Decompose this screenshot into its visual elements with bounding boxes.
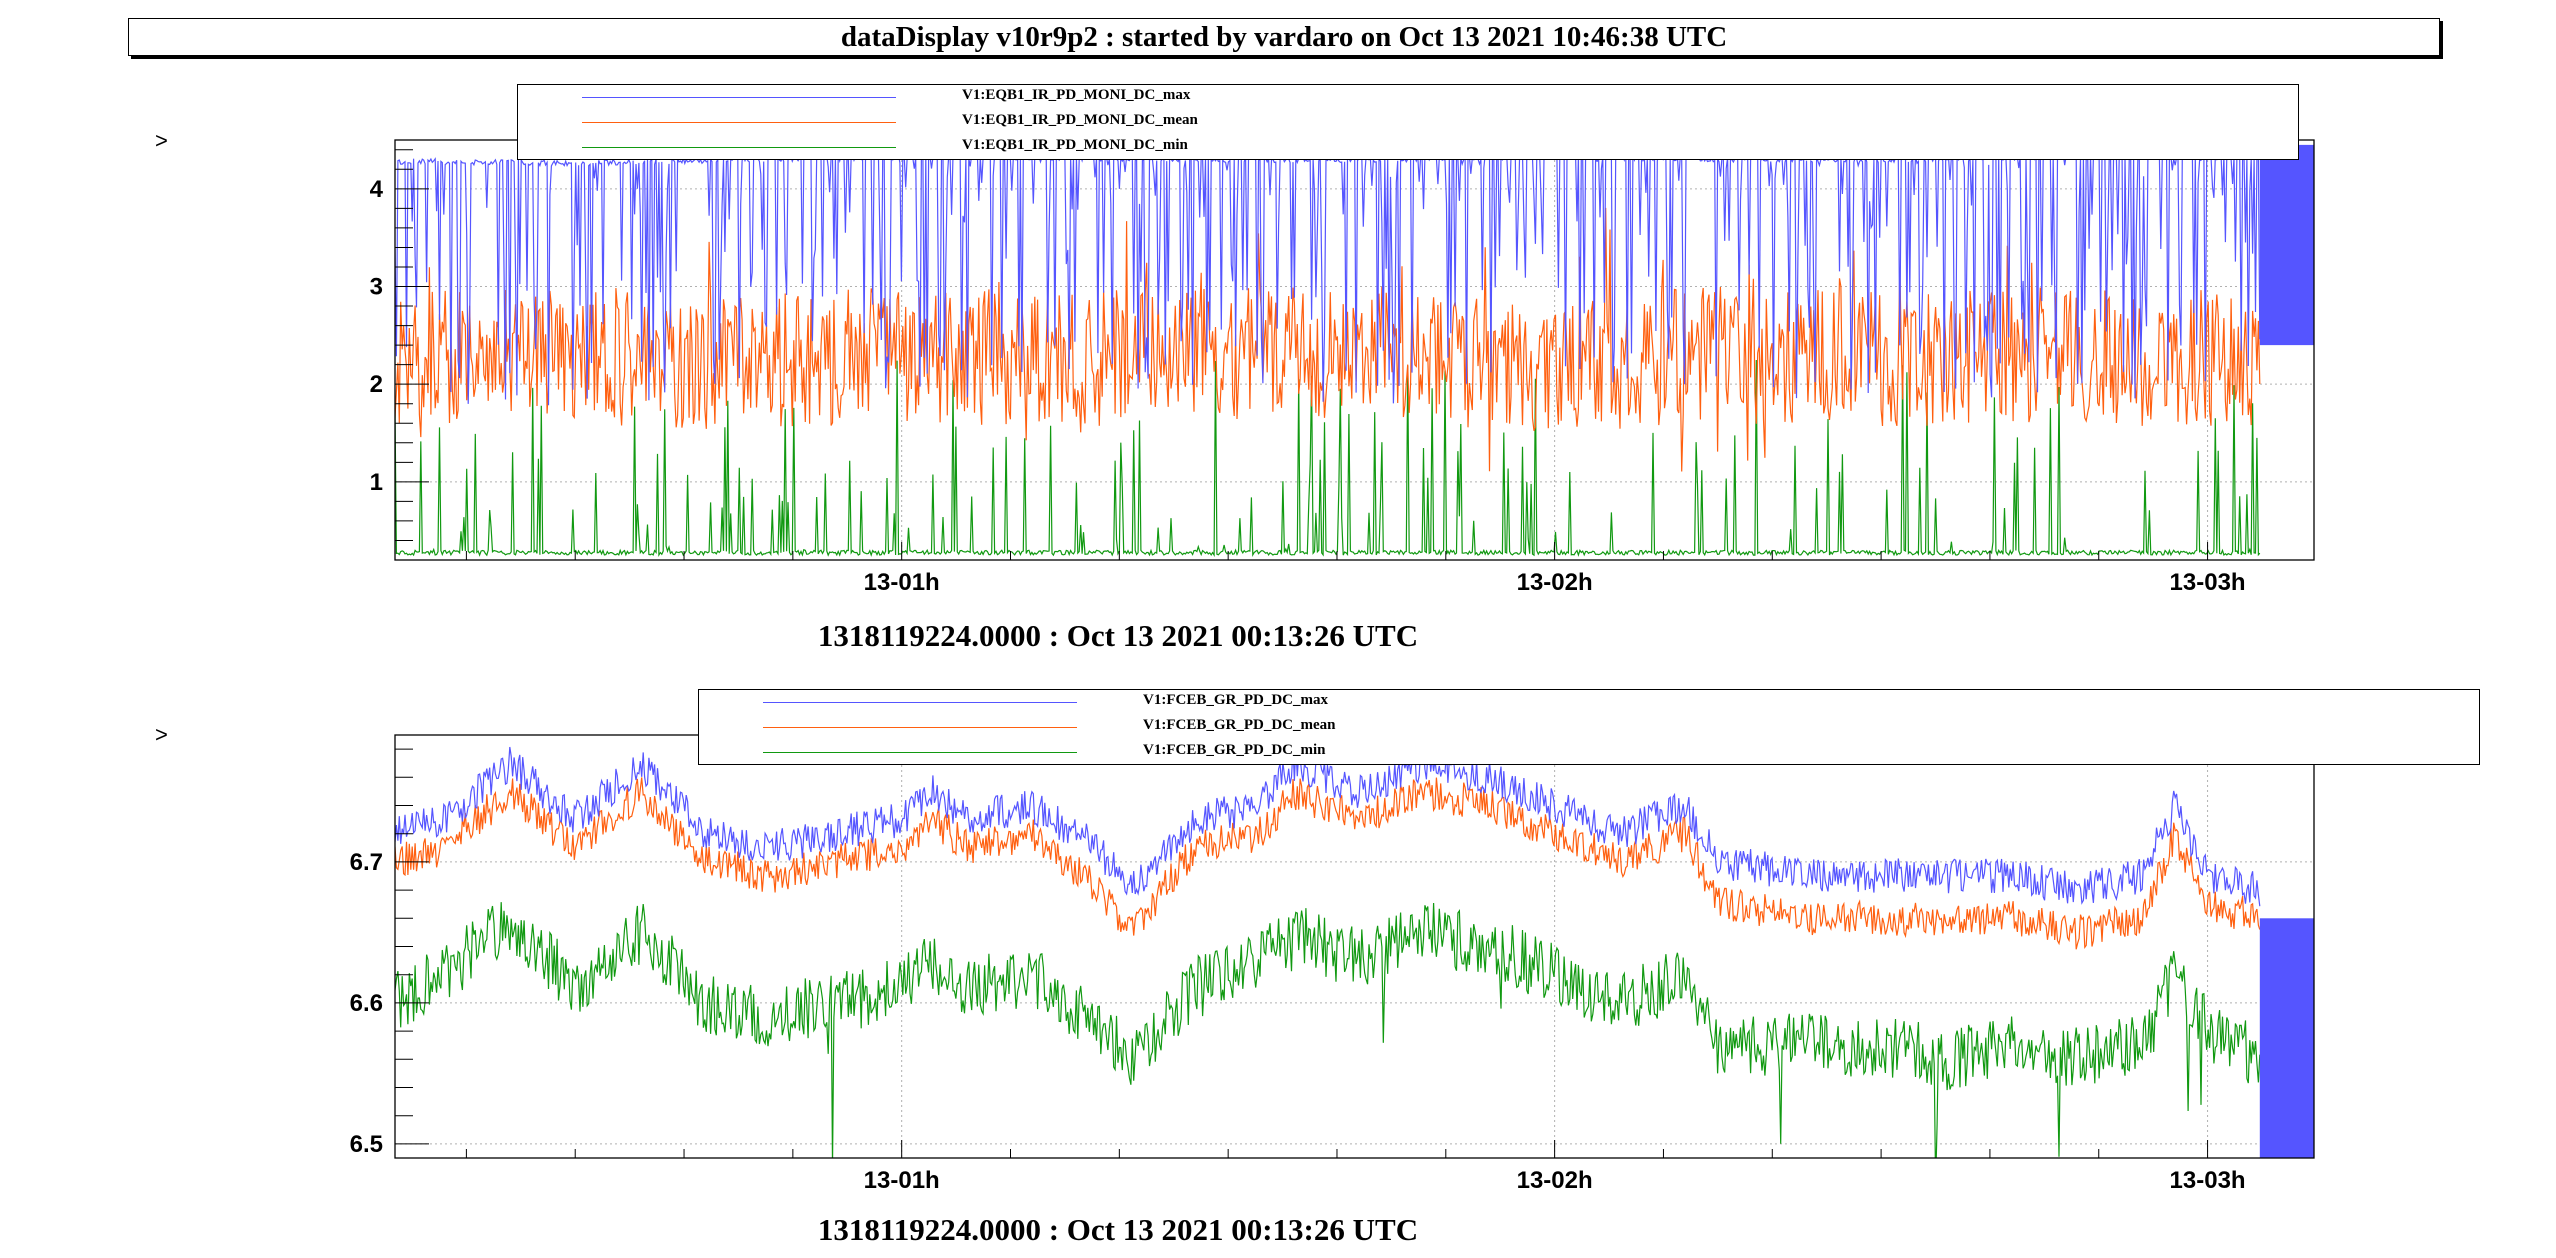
series-line-min	[395, 359, 2261, 558]
legend-line-min	[763, 752, 1077, 753]
y-tick-label: 6.6	[350, 990, 383, 1017]
legend-line-min	[582, 147, 896, 148]
y-tick-label: 2	[370, 371, 383, 398]
y-tick-label: 3	[370, 274, 383, 301]
legend-line-mean	[763, 727, 1077, 728]
x-tick-label: 13-01h	[864, 569, 940, 596]
series-tail-block	[2259, 144, 2314, 346]
y-tick-label: 1	[370, 469, 383, 496]
x-tick-label: 13-03h	[2170, 1167, 2246, 1194]
y-tick-label: 4	[370, 176, 384, 203]
legend-entry-mean: V1:FCEB_GR_PD_DC_mean	[1143, 717, 1336, 733]
series-line-max	[395, 746, 2261, 907]
series-line-mean	[395, 207, 2261, 472]
legend-entry-min: V1:EQB1_IR_PD_MONI_DC_min	[962, 137, 1188, 153]
legend-entry-min: V1:FCEB_GR_PD_DC_min	[1143, 742, 1326, 758]
x-tick-label: 13-02h	[1517, 569, 1593, 596]
plot-eqb1: 4 3 2 1 13-01h 13-02h 13-03h	[370, 139, 2315, 596]
display-title: dataDisplay v10r9p2 : started by vardaro…	[840, 20, 1728, 53]
series-group	[395, 144, 2314, 558]
plot-subtitle-2: 1318119224.0000 : Oct 13 2021 00:13:26 U…	[817, 1212, 1419, 1247]
legend-line-max	[582, 97, 896, 98]
series-line-mean	[395, 777, 2261, 950]
y-axis-label-2: >	[155, 722, 168, 747]
y-tick-label: 6.7	[350, 849, 383, 876]
legend-line-mean	[582, 122, 896, 123]
plot-fceb: 6.7 6.6 6.5 13-01h 13-02h 13-03h	[350, 734, 2315, 1194]
y-axis-label-1: >	[155, 128, 168, 153]
legend-fceb: V1:FCEB_GR_PD_DC_max V1:FCEB_GR_PD_DC_me…	[698, 689, 2480, 765]
series-line-min	[395, 902, 2261, 1158]
y-tick-label: 6.5	[350, 1131, 383, 1158]
legend-entry-max: V1:EQB1_IR_PD_MONI_DC_max	[962, 87, 1191, 103]
x-tick-label: 13-02h	[1517, 1167, 1593, 1194]
x-tick-label: 13-01h	[864, 1167, 940, 1194]
display-title-banner: dataDisplay v10r9p2 : started by vardaro…	[128, 18, 2440, 56]
series-tail-block	[2259, 918, 2314, 1158]
legend-entry-mean: V1:EQB1_IR_PD_MONI_DC_mean	[962, 112, 1198, 128]
plot-subtitle-1: 1318119224.0000 : Oct 13 2021 00:13:26 U…	[817, 618, 1419, 653]
series-group	[395, 746, 2314, 1158]
legend-entry-max: V1:FCEB_GR_PD_DC_max	[1143, 692, 1328, 708]
series-line-max	[395, 151, 2261, 406]
legend-eqb1: V1:EQB1_IR_PD_MONI_DC_max V1:EQB1_IR_PD_…	[517, 84, 2299, 160]
x-tick-label: 13-03h	[2170, 569, 2246, 596]
legend-line-max	[763, 702, 1077, 703]
